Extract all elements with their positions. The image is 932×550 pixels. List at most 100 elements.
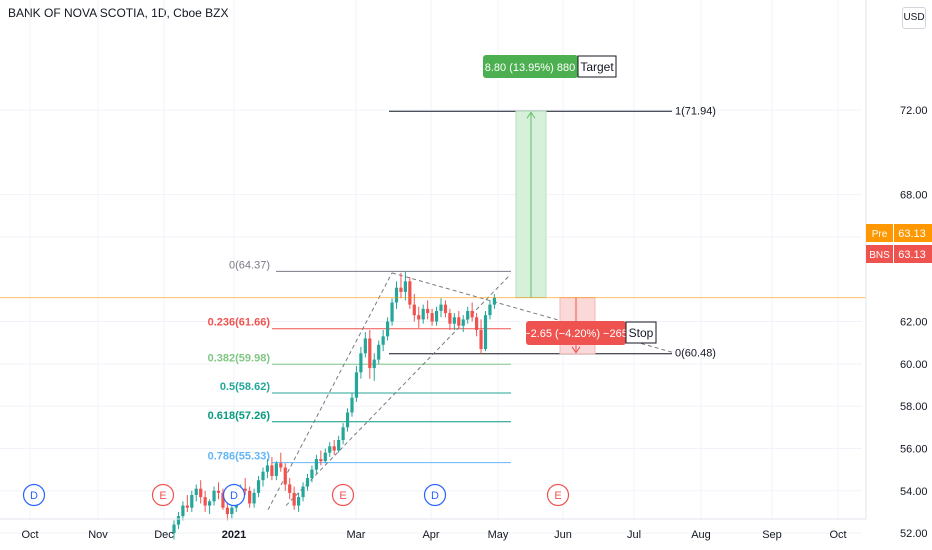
- candle-body: [283, 467, 287, 485]
- dividend-marker[interactable]: D: [22, 483, 46, 507]
- dividend-marker[interactable]: D: [222, 483, 246, 507]
- candle: [212, 486, 216, 506]
- candle: [319, 450, 323, 466]
- candle: [265, 459, 270, 479]
- fib-level: 0(64.37): [229, 259, 511, 272]
- candle: [252, 488, 256, 508]
- earnings-marker[interactable]: E: [546, 483, 570, 507]
- candle-body: [297, 497, 301, 506]
- candle: [225, 501, 229, 521]
- candle: [181, 501, 185, 521]
- price-axis[interactable]: 52.0054.0056.0058.0060.0062.0066.0068.00…: [865, 0, 932, 540]
- candle-body: [243, 488, 247, 491]
- candle-body: [332, 446, 336, 451]
- currency-button[interactable]: USD: [902, 7, 926, 29]
- candle-body: [301, 486, 305, 498]
- fib-level: 0.382(59.98): [208, 352, 511, 365]
- candle: [350, 393, 354, 417]
- candle-body: [185, 505, 189, 508]
- fib-level-label: 0.236(61.66): [208, 317, 271, 329]
- candle: [483, 310, 488, 352]
- candle: [279, 452, 283, 472]
- time-tick-label: Oct: [21, 529, 38, 541]
- time-tick-label: Mar: [347, 529, 366, 541]
- candle: [448, 308, 452, 330]
- candle: [381, 330, 385, 352]
- position-tools[interactable]: 8.80 (13.95%) 880 Target −2.65 (−4.20%) −2…: [483, 55, 657, 355]
- pre-price-tag-label-box: [866, 224, 893, 242]
- candle-body: [176, 516, 181, 525]
- candle: [363, 332, 367, 358]
- candle-body: [279, 463, 283, 468]
- time-tick-label: Dec: [154, 529, 174, 541]
- candle: [270, 456, 274, 481]
- time-axis[interactable]: Oct Nov Dec 2021 Mar Apr May Jun Jul Aug Sep Oct: [0, 518, 866, 541]
- candle: [203, 490, 207, 512]
- candle-body: [448, 313, 452, 324]
- candle-body: [230, 507, 234, 515]
- candle: [434, 306, 439, 326]
- candle-body: [452, 317, 456, 324]
- time-tick-label: Jun: [554, 529, 572, 541]
- dividend-marker[interactable]: D: [423, 483, 447, 507]
- candle: [337, 435, 341, 453]
- candle-body: [216, 490, 221, 493]
- candle-body: [492, 297, 496, 305]
- candle-body: [323, 452, 327, 462]
- candle-body: [181, 505, 185, 517]
- candle: [230, 503, 234, 519]
- candle-body: [337, 440, 341, 451]
- last-price-tag-label-box: [866, 245, 893, 263]
- candle: [256, 475, 261, 498]
- candle: [368, 330, 372, 379]
- candle-body: [190, 495, 194, 508]
- candle-body: [208, 501, 212, 506]
- time-tick-label: 2021: [222, 529, 246, 541]
- price-tick-label: 72.00: [900, 105, 928, 117]
- candle-body: [314, 459, 318, 470]
- stop-tag-box: [625, 321, 657, 344]
- candle: [305, 473, 310, 491]
- candle: [328, 442, 332, 457]
- event-circle: [331, 483, 355, 507]
- price-tick-label: 54.00: [900, 486, 928, 498]
- event-letter: E: [159, 490, 166, 502]
- fib-level: 0.236(61.66): [208, 317, 511, 330]
- candle-body: [434, 310, 439, 322]
- candle: [261, 467, 265, 487]
- candle: [390, 298, 394, 326]
- event-circle: [22, 483, 46, 507]
- candle-body: [399, 287, 403, 292]
- candle: [345, 408, 350, 432]
- earnings-marker[interactable]: E: [151, 483, 175, 507]
- fib-projection[interactable]: 1(71.94) 0(60.48): [389, 105, 716, 360]
- candle-body: [430, 313, 434, 322]
- fib-retracement[interactable]: 0(64.37) 0.236(61.66) 0.382(59.98) 0.5(58.6…: [208, 259, 511, 464]
- candle: [372, 353, 376, 381]
- candle-body: [265, 465, 270, 472]
- last-price-tag-value: 63.13: [898, 249, 926, 261]
- price-tick-label: 56.00: [900, 443, 928, 455]
- candle-body: [390, 302, 394, 322]
- candle: [470, 302, 474, 322]
- candle: [332, 440, 336, 455]
- candle-body: [328, 446, 332, 453]
- target-label-box: [483, 55, 578, 78]
- candle: [354, 365, 359, 402]
- candle: [394, 281, 399, 309]
- candle-body: [377, 344, 381, 360]
- target-label: 8.80 (13.95%) 880: [485, 62, 576, 74]
- candle: [457, 310, 461, 328]
- last-price-tag-value-box: [894, 245, 932, 263]
- earnings-marker[interactable]: E: [331, 483, 355, 507]
- candle: [377, 340, 381, 364]
- time-tick-label: Jul: [627, 529, 641, 541]
- candle: [310, 465, 314, 483]
- candle: [288, 478, 292, 500]
- candle: [221, 488, 225, 510]
- candle-body: [466, 310, 470, 320]
- trend-lines[interactable]: [267, 272, 673, 511]
- channel-upper: [267, 272, 393, 511]
